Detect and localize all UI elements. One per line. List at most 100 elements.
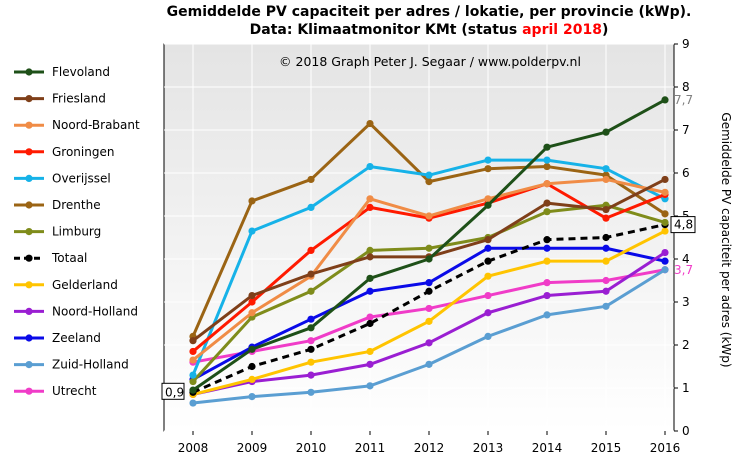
data-point-utrecht bbox=[484, 291, 492, 300]
data-point-overijssel bbox=[366, 162, 374, 171]
legend-marker-groningen bbox=[25, 148, 33, 156]
data-point-totaal bbox=[425, 287, 433, 295]
data-point-flevoland bbox=[248, 345, 256, 353]
data-point-totaal bbox=[366, 319, 374, 328]
data-point-noord-holland bbox=[602, 287, 610, 295]
data-point-flevoland bbox=[307, 324, 315, 332]
data-point-zuid-holland bbox=[602, 302, 610, 310]
legend-label-noord-holland: Noord-Holland bbox=[52, 304, 138, 318]
data-point-utrecht bbox=[366, 313, 374, 321]
data-point-drenthe bbox=[366, 119, 374, 128]
legend-label-drenthe: Drenthe bbox=[52, 198, 101, 212]
data-point-limburg bbox=[543, 208, 551, 216]
data-point-flevoland bbox=[484, 201, 492, 209]
data-point-zeeland bbox=[543, 244, 551, 252]
legend-label-noord-brabant: Noord-Brabant bbox=[52, 118, 140, 132]
data-point-zuid-holland bbox=[543, 311, 551, 319]
copyright-note: © 2018 Graph Peter J. Segaar / www.polde… bbox=[279, 54, 581, 69]
data-point-overijssel bbox=[189, 371, 197, 379]
data-point-overijssel bbox=[248, 227, 256, 235]
end-label-box-totaal bbox=[670, 216, 696, 234]
y-tick-label: 1 bbox=[682, 381, 690, 395]
subtitle-suffix: ) bbox=[602, 22, 608, 38]
y-axis-ticks: 0 1 2 3 4 5 6 7 8 9 bbox=[674, 37, 690, 438]
chart-subtitle: Data: Klimaatmonitor KMt (status april 2… bbox=[250, 22, 609, 38]
data-point-noord-holland bbox=[661, 248, 669, 257]
data-point-utrecht bbox=[543, 279, 551, 287]
data-point-noord-holland bbox=[307, 371, 315, 379]
x-tick-label: 2010 bbox=[296, 441, 327, 455]
data-point-zeeland bbox=[602, 244, 610, 252]
legend-marker-limburg bbox=[25, 228, 33, 236]
value-labels: 7,7 4,8 0,9 3,7 bbox=[161, 93, 696, 400]
legend-marker-zuid-holland bbox=[25, 361, 33, 369]
data-point-noord-holland bbox=[484, 309, 492, 317]
data-point-limburg bbox=[189, 377, 197, 386]
data-point-zuid-holland bbox=[484, 332, 492, 340]
y-tick-label: 4 bbox=[682, 252, 690, 266]
gridlines bbox=[164, 43, 674, 432]
data-point-zuid-holland bbox=[425, 360, 433, 368]
data-point-zeeland bbox=[661, 257, 669, 265]
legend-marker-totaal bbox=[25, 254, 33, 262]
legend-marker-friesland bbox=[25, 95, 33, 103]
data-point-overijssel bbox=[307, 203, 315, 211]
data-point-limburg bbox=[307, 287, 315, 295]
data-point-groningen bbox=[602, 214, 610, 222]
data-point-zeeland bbox=[425, 279, 433, 287]
y-tick-label: 7 bbox=[682, 123, 690, 137]
data-point-noord-holland bbox=[543, 291, 551, 300]
data-point-overijssel bbox=[543, 156, 551, 164]
data-point-groningen bbox=[189, 347, 197, 356]
x-tick-label: 2008 bbox=[178, 441, 209, 455]
legend-marker-gelderland bbox=[25, 281, 33, 289]
data-point-limburg bbox=[425, 244, 433, 252]
y-axis-label: Gemiddelde PV capaciteit per adres (kWp) bbox=[719, 112, 733, 367]
data-point-drenthe bbox=[661, 210, 669, 218]
legend-label-totaal: Totaal bbox=[51, 251, 87, 265]
legend-marker-noord-holland bbox=[25, 307, 33, 315]
data-point-flevoland bbox=[366, 274, 374, 282]
subtitle-month: april bbox=[522, 22, 558, 38]
data-point-totaal bbox=[248, 362, 256, 371]
data-point-utrecht bbox=[425, 304, 433, 313]
data-point-zuid-holland bbox=[366, 382, 374, 390]
start-label-box-totaal bbox=[161, 382, 185, 400]
legend-marker-drenthe bbox=[25, 201, 33, 209]
data-point-totaal bbox=[484, 257, 492, 265]
x-tick-label: 2014 bbox=[532, 441, 563, 455]
legend-marker-utrecht bbox=[25, 387, 33, 395]
data-point-drenthe bbox=[425, 178, 433, 186]
data-point-totaal bbox=[543, 236, 551, 244]
data-point-overijssel bbox=[484, 156, 492, 164]
data-point-gelderland bbox=[307, 358, 315, 366]
data-point-gelderland bbox=[661, 227, 669, 235]
legend-label-limburg: Limburg bbox=[52, 225, 101, 239]
data-point-drenthe bbox=[484, 165, 492, 173]
data-point-flevoland bbox=[425, 255, 433, 263]
y-tick-label: 9 bbox=[682, 37, 690, 51]
data-point-friesland bbox=[543, 199, 551, 207]
start-label-totaal: 0,9 bbox=[165, 385, 184, 399]
data-point-noord-holland bbox=[366, 360, 374, 368]
data-point-gelderland bbox=[484, 272, 492, 280]
data-point-noord-brabant bbox=[189, 356, 197, 364]
end-label-flevoland: 7,7 bbox=[674, 93, 693, 107]
data-point-friesland bbox=[484, 236, 492, 244]
x-tick-label: 2016 bbox=[650, 441, 681, 455]
legend: Flevoland Friesland Noord-Brabant Groningen… bbox=[14, 65, 140, 398]
data-point-noord-brabant bbox=[543, 180, 551, 188]
data-point-groningen bbox=[307, 246, 315, 254]
x-tick-label: 2015 bbox=[591, 441, 622, 455]
data-point-noord-holland bbox=[425, 339, 433, 347]
legend-label-zuid-holland: Zuid-Holland bbox=[52, 358, 129, 372]
end-label-totaal: 4,8 bbox=[674, 218, 693, 232]
data-point-zuid-holland bbox=[661, 266, 669, 274]
chart-title: Gemiddelde PV capaciteit per adres / lok… bbox=[167, 4, 692, 20]
y-tick-label: 6 bbox=[682, 166, 690, 180]
legend-label-groningen: Groningen bbox=[52, 145, 114, 159]
series-lines bbox=[189, 96, 669, 407]
legend-label-overijssel: Overijssel bbox=[52, 171, 111, 185]
data-point-limburg bbox=[661, 218, 669, 227]
